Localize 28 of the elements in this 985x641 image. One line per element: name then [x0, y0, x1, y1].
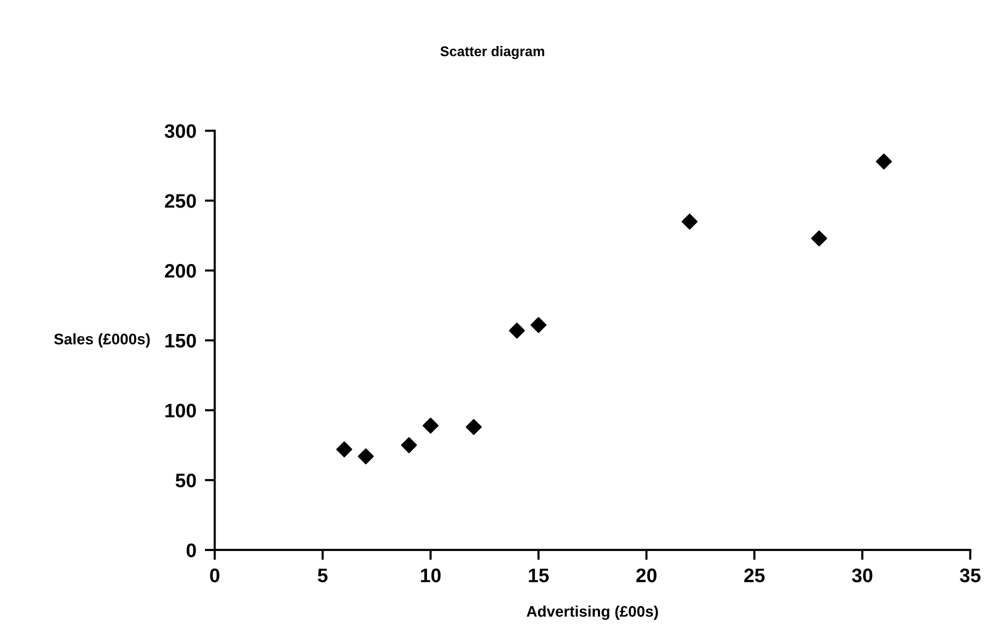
y-axis-title: Sales (£000s): [54, 333, 150, 348]
x-tick-label: 20: [636, 568, 656, 582]
point: [401, 437, 417, 454]
x-tick-label: 35: [960, 568, 980, 582]
chart-title: Scatter diagram: [440, 46, 544, 60]
point: [358, 448, 374, 464]
point: [508, 322, 525, 339]
x-tick-label: 30: [852, 568, 872, 582]
y-tick-label: 150: [165, 334, 196, 348]
x-tick-label: 5: [318, 568, 328, 582]
y-tick-label: 250: [164, 194, 196, 208]
point: [466, 419, 482, 435]
point: [422, 418, 439, 434]
x-tick-label: 15: [528, 568, 549, 582]
y-tick-label: 0: [186, 543, 196, 558]
x-tick-label: 10: [420, 568, 441, 582]
point: [876, 154, 892, 170]
x-tick-label: 25: [744, 568, 765, 582]
y-tick-label: 200: [164, 264, 196, 278]
x-tick-label: 0: [210, 568, 220, 582]
y-tick-label: 300: [164, 124, 196, 138]
x-axis-title: Advertising (£00s): [526, 606, 658, 620]
y-tick-label: 50: [176, 474, 196, 488]
point: [336, 441, 352, 458]
point: [811, 230, 828, 246]
y-tick-label: 100: [165, 404, 196, 418]
point: [682, 214, 698, 230]
point: [530, 317, 546, 333]
